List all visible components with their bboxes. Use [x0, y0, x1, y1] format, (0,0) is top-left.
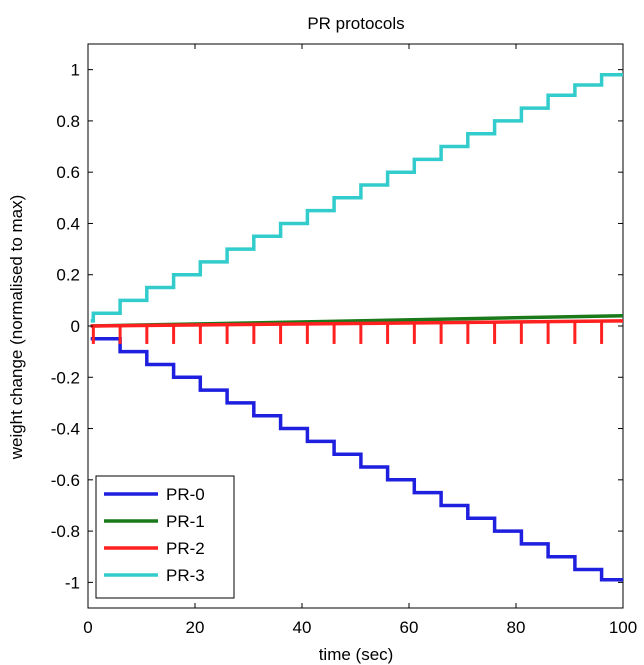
legend-label: PR-2 [166, 539, 205, 558]
x-tick-label: 80 [507, 618, 526, 637]
series-line-pr-2 [90, 319, 624, 328]
y-tick-label: -0.2 [51, 368, 80, 387]
x-axis-label: time (sec) [319, 645, 394, 664]
legend-label: PR-1 [166, 512, 205, 531]
y-tick-label: 0 [71, 317, 80, 336]
plot-area [87, 43, 624, 609]
y-tick-label: 0.2 [56, 266, 80, 285]
chart-title: PR protocols [307, 14, 404, 33]
x-tick-label: 20 [186, 618, 205, 637]
y-tick-label: -0.8 [51, 522, 80, 541]
legend-label: PR-0 [166, 485, 205, 504]
legend-label: PR-3 [166, 566, 205, 585]
y-tick-label: 0.8 [56, 112, 80, 131]
y-axis: -1 -0.8 -0.6 -0.4 -0.2 0 0.2 0.4 0.6 0.8 1 [51, 61, 623, 592]
series-line-pr-0 [90, 337, 623, 582]
legend-box [95, 475, 235, 599]
x-tick-label: 60 [400, 618, 419, 637]
y-tick-label: 0.4 [56, 214, 80, 233]
y-tick-label: 0.6 [56, 163, 80, 182]
x-tick-label: 100 [609, 618, 637, 637]
legend: PR-0 PR-1 PR-2 PR-3 [95, 475, 235, 599]
y-tick-label: 1 [71, 61, 80, 80]
series-line-pr-3 [90, 73, 623, 323]
y-tick-label: -0.4 [51, 420, 80, 439]
x-tick-label: 40 [293, 618, 312, 637]
y-tick-label: -1 [65, 573, 80, 592]
y-tick-label: -0.6 [51, 471, 80, 490]
x-axis: 0 20 40 60 80 100 [83, 44, 637, 637]
y-axis-label: weight change (normalised to max) [7, 195, 26, 461]
x-tick-label: 0 [83, 618, 92, 637]
